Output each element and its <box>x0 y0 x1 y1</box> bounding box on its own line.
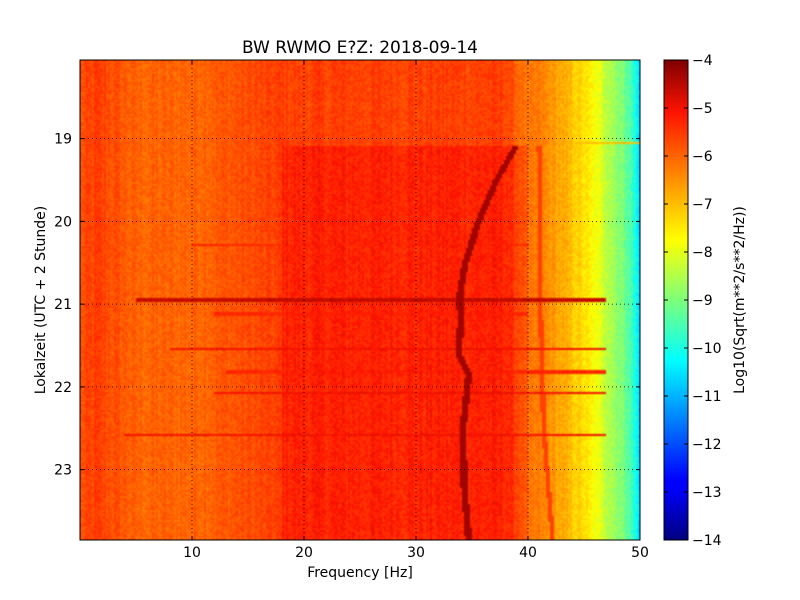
y-tick-label: 23 <box>54 463 72 479</box>
colorbar-tick-label: −6 <box>692 149 713 165</box>
colorbar-tick-label: −12 <box>692 437 722 453</box>
colorbar-tick-label: −5 <box>692 101 713 117</box>
x-tick-label: 40 <box>519 545 537 561</box>
spectrogram-heatmap <box>80 60 640 540</box>
x-tick-label: 30 <box>407 545 425 561</box>
x-tick-label: 20 <box>295 545 313 561</box>
y-axis-label: Lokalzeit (UTC + 2 Stunde) <box>33 206 49 395</box>
x-axis: 10 20 30 40 50 <box>183 60 649 561</box>
colorbar-tick-label: −14 <box>692 533 722 549</box>
y-tick-label: 19 <box>54 132 72 148</box>
colorbar-tick-label: −4 <box>692 53 713 69</box>
x-tick-label: 50 <box>631 545 649 561</box>
y-tick-label: 20 <box>54 214 72 230</box>
y-tick-label: 21 <box>54 297 72 313</box>
plot-frame <box>79 59 641 541</box>
colorbar-tick-label: −9 <box>692 293 713 309</box>
colorbar-tick-label: −10 <box>692 341 722 357</box>
plot-area <box>79 59 641 541</box>
x-axis-label: Frequency [Hz] <box>307 565 413 581</box>
y-axis: 19 20 21 22 23 <box>54 132 640 479</box>
grid-lines <box>80 60 640 540</box>
chart-title: BW RWMO E?Z: 2018-09-14 <box>242 38 478 58</box>
colorbar-label: Log10(Sqrt(m**2/s**2/Hz)) <box>732 206 748 394</box>
y-tick-label: 22 <box>54 380 72 396</box>
colorbar-ticks: −4 −5 −6 −7 −8 −9 −10 −11 −12 −13 −14 <box>664 53 722 549</box>
x-tick-label: 10 <box>183 545 201 561</box>
colorbar-tick-label: −13 <box>692 485 722 501</box>
colorbar-tick-label: −7 <box>692 197 713 213</box>
colorbar-tick-label: −11 <box>692 389 722 405</box>
colorbar-tick-label: −8 <box>692 245 713 261</box>
colorbar: −4 −5 −6 −7 −8 −9 −10 −11 −12 −13 −14 Log10(Sqrt(m… <box>663 53 748 549</box>
